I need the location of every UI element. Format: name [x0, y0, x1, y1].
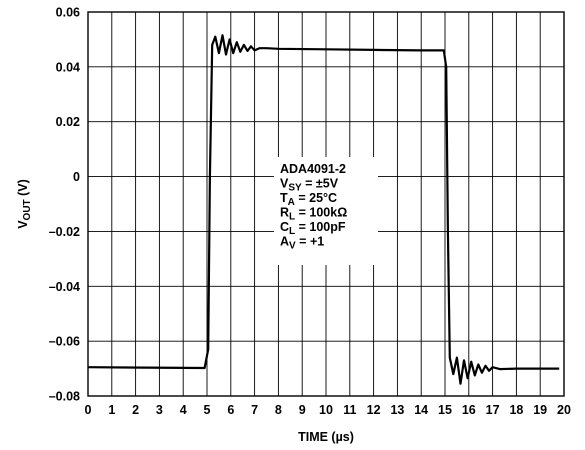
y-tick-label: 0: [73, 170, 80, 184]
x-tick-label: 20: [557, 403, 571, 417]
annotation-line: ADA4091-2: [280, 162, 346, 176]
y-tick-label: –0.02: [49, 225, 80, 239]
x-tick-label: 16: [462, 403, 476, 417]
y-tick-label: –0.04: [49, 280, 80, 294]
series-line: [87, 34, 560, 385]
x-tick-label: 0: [85, 403, 92, 417]
y-tick-label: –0.08: [49, 390, 80, 404]
x-tick-label: 5: [204, 403, 211, 417]
y-tick-label: 0.04: [56, 60, 80, 74]
annotation-line: CL = 100pF: [280, 220, 346, 237]
annotation-line: AV = +1: [280, 235, 324, 252]
x-tick-label: 4: [180, 403, 187, 417]
x-tick-label: 9: [299, 403, 306, 417]
x-tick-label: 8: [275, 403, 282, 417]
annotation-line: TA = 25°C: [280, 191, 337, 208]
annotation-line: VSY = ±5V: [280, 177, 339, 194]
x-tick-label: 14: [414, 403, 428, 417]
x-tick-label: 15: [438, 403, 452, 417]
x-tick-label: 17: [486, 403, 500, 417]
y-tick-label: –0.06: [49, 335, 80, 349]
y-tick-label: 0.02: [56, 115, 80, 129]
y-axis-title: VOUT (V): [16, 179, 33, 229]
annotation-line: RL = 100kΩ: [280, 206, 347, 223]
x-tick-label: 1: [108, 403, 115, 417]
series-group: [87, 34, 560, 385]
x-tick-label: 13: [390, 403, 404, 417]
x-tick-label: 12: [367, 403, 381, 417]
x-tick-label: 3: [156, 403, 163, 417]
x-tick-label: 6: [227, 403, 234, 417]
x-tick-label: 18: [509, 403, 523, 417]
tick-labels: 0 1 2 3 4 5 6 7 8 9 10 11 12 13 14 15 16 17 18 19 20–0.08–0.…: [49, 6, 571, 418]
plot-frame: [87, 11, 565, 397]
y-tick-label: 0.06: [56, 6, 80, 20]
x-tick-label: 11: [343, 403, 356, 417]
x-axis-title: TIME (µs): [298, 430, 354, 444]
annotation-background: [274, 157, 378, 265]
x-tick-label: 7: [251, 403, 258, 417]
x-tick-label: 10: [319, 403, 333, 417]
x-tick-label: 2: [132, 403, 139, 417]
x-tick-label: 19: [533, 403, 547, 417]
